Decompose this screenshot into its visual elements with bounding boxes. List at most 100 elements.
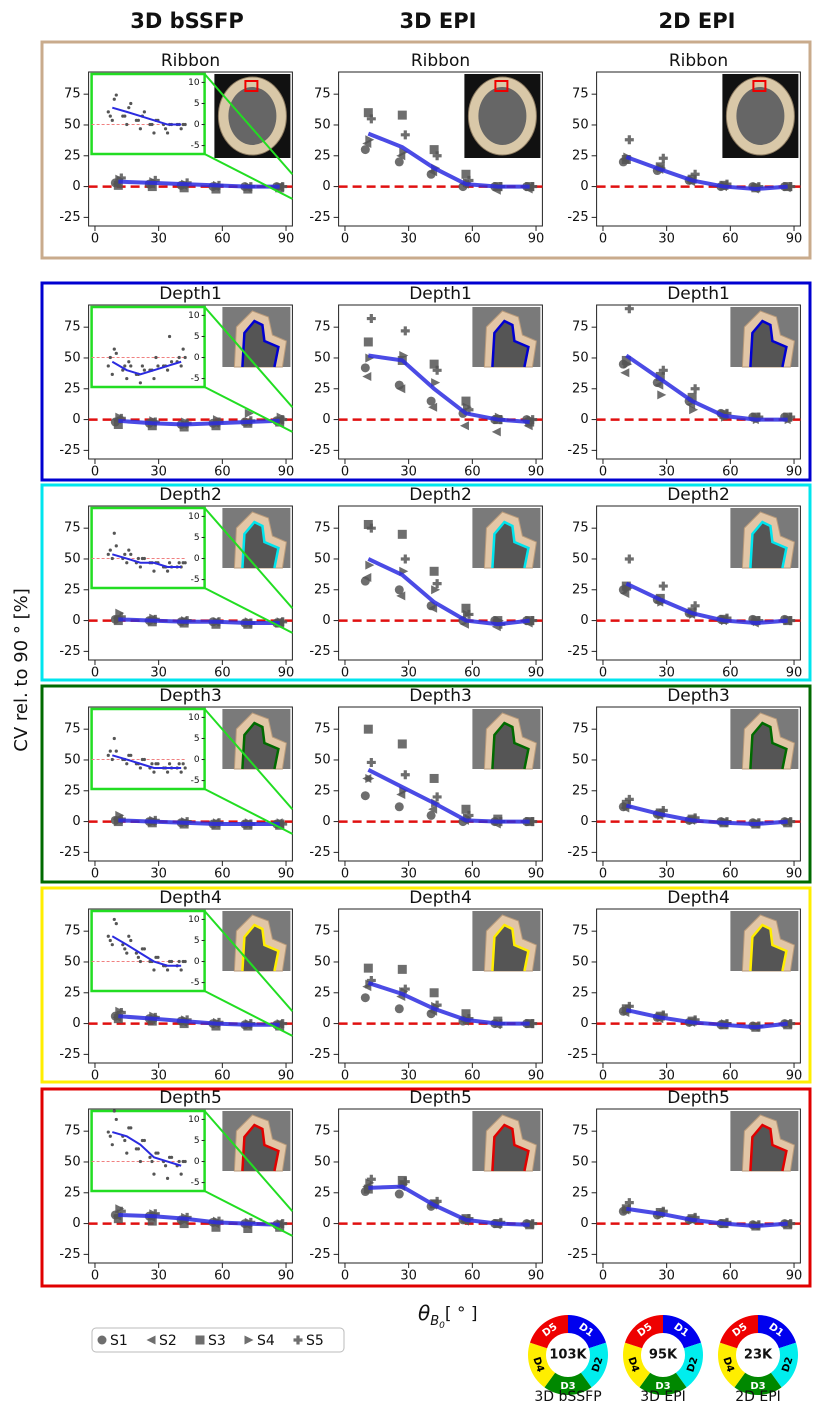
inset-marker	[152, 1173, 155, 1176]
y-tick-label: 25	[572, 582, 589, 597]
x-tick-label: 30	[400, 232, 417, 247]
x-symbol: θ	[418, 1301, 430, 1325]
panel-title: Depth2	[159, 485, 222, 505]
y-tick-label: 75	[572, 1124, 589, 1139]
inset-marker	[115, 544, 118, 547]
inset-marker	[182, 348, 185, 351]
inset-tick-label: 5	[194, 99, 200, 109]
inset-marker	[107, 935, 110, 938]
mean-line	[118, 182, 279, 187]
legend-label: S1	[110, 1333, 128, 1349]
inset-marker	[113, 98, 116, 101]
inset-marker	[125, 952, 128, 955]
inset-marker	[125, 377, 128, 380]
panel-title: Depth1	[667, 284, 730, 304]
y-tick-label: -25	[567, 443, 588, 458]
x-tick-label: 0	[599, 867, 607, 882]
y-tick-label: 50	[64, 954, 81, 969]
inset-marker	[125, 123, 128, 126]
inset-tick-label: 5	[194, 936, 200, 946]
y-tick-label: 25	[64, 985, 81, 1000]
x-tick-label: 0	[599, 1269, 607, 1284]
y-tick-label: 0	[580, 412, 588, 427]
x-tick-label: 90	[786, 1069, 803, 1084]
x-tick-label: 0	[341, 867, 349, 882]
y-tick-label: 0	[580, 613, 588, 628]
inset-marker	[111, 119, 114, 122]
inset-tick-label: 10	[188, 78, 200, 88]
inset-marker	[111, 1143, 114, 1146]
y-axis-label: CV rel. to 90 ° [%]	[11, 588, 32, 751]
y-tick-label: -25	[567, 845, 588, 860]
inset-tick-label: 10	[188, 311, 200, 321]
inset-tick-label: 0	[194, 120, 200, 130]
inset-marker	[113, 1109, 116, 1112]
y-tick-label: -25	[309, 210, 330, 225]
inset-marker	[111, 943, 114, 946]
x-tick-label: 0	[341, 1069, 349, 1084]
y-tick-label: 0	[580, 1016, 588, 1031]
inset-marker	[143, 1139, 146, 1142]
x-tick-label: 30	[400, 666, 417, 681]
mean-line	[626, 1010, 787, 1027]
x-tick-label: 90	[278, 465, 295, 480]
marker-s5	[625, 304, 634, 313]
y-tick-label: 0	[322, 613, 330, 628]
y-tick-label: 25	[572, 381, 589, 396]
y-tick-label: -25	[59, 443, 80, 458]
inset-marker	[107, 110, 110, 113]
marker-s3	[196, 1336, 205, 1345]
x-tick-label: 60	[214, 1069, 231, 1084]
inset-marker	[109, 549, 112, 552]
marker-s3	[364, 337, 373, 346]
y-tick-label: 50	[64, 117, 81, 132]
inset-marker	[178, 356, 181, 359]
x-tick-label: 90	[786, 666, 803, 681]
x-tick-label: 0	[91, 232, 99, 247]
x-tick-label: 90	[528, 232, 545, 247]
marker-s3	[364, 964, 373, 973]
inset-marker	[143, 369, 146, 372]
panel-title: Depth5	[409, 1088, 472, 1108]
y-tick-label: -25	[59, 1247, 80, 1262]
inset-marker	[143, 758, 146, 761]
y-tick-label: -25	[567, 210, 588, 225]
panel-title: Depth3	[159, 686, 222, 706]
y-tick-label: 75	[314, 1124, 331, 1139]
inset-tick-label: -5	[191, 575, 200, 585]
inset-marker	[168, 335, 171, 338]
inset-tick-label: 0	[194, 1157, 200, 1167]
inset-marker	[129, 102, 132, 105]
inset-marker	[141, 364, 144, 367]
y-tick-label: 50	[314, 117, 331, 132]
inset-marker	[129, 364, 132, 367]
x-tick-label: 90	[278, 232, 295, 247]
x-tick-label: 60	[214, 666, 231, 681]
y-tick-label: 0	[72, 1016, 80, 1031]
inset-marker	[152, 771, 155, 774]
inset-marker	[127, 360, 130, 363]
inset-tick-label: -5	[191, 1178, 200, 1188]
inset-marker	[154, 356, 157, 359]
y-tick-label: 25	[572, 985, 589, 1000]
marker-s1	[98, 1336, 107, 1345]
inset-marker	[127, 106, 130, 109]
inset-marker	[178, 762, 181, 765]
marker-s1	[395, 1004, 404, 1013]
marker-s5	[659, 154, 668, 163]
y-tick-label: 25	[64, 148, 81, 163]
inset-marker	[113, 348, 116, 351]
inset-marker	[164, 1164, 167, 1167]
marker-s5	[691, 384, 700, 393]
panel-title: Depth3	[409, 686, 472, 706]
legend-label: S3	[208, 1333, 226, 1349]
x-sub: B	[430, 1314, 439, 1329]
inset-marker	[170, 960, 173, 963]
marker-s3	[430, 774, 439, 783]
marker-s1	[361, 363, 370, 372]
x-tick-label: 30	[658, 465, 675, 480]
y-tick-label: 50	[64, 350, 81, 365]
inset-marker	[166, 1177, 169, 1180]
donut-caption: 3D EPI	[640, 1389, 686, 1405]
marker-s4	[657, 390, 666, 399]
